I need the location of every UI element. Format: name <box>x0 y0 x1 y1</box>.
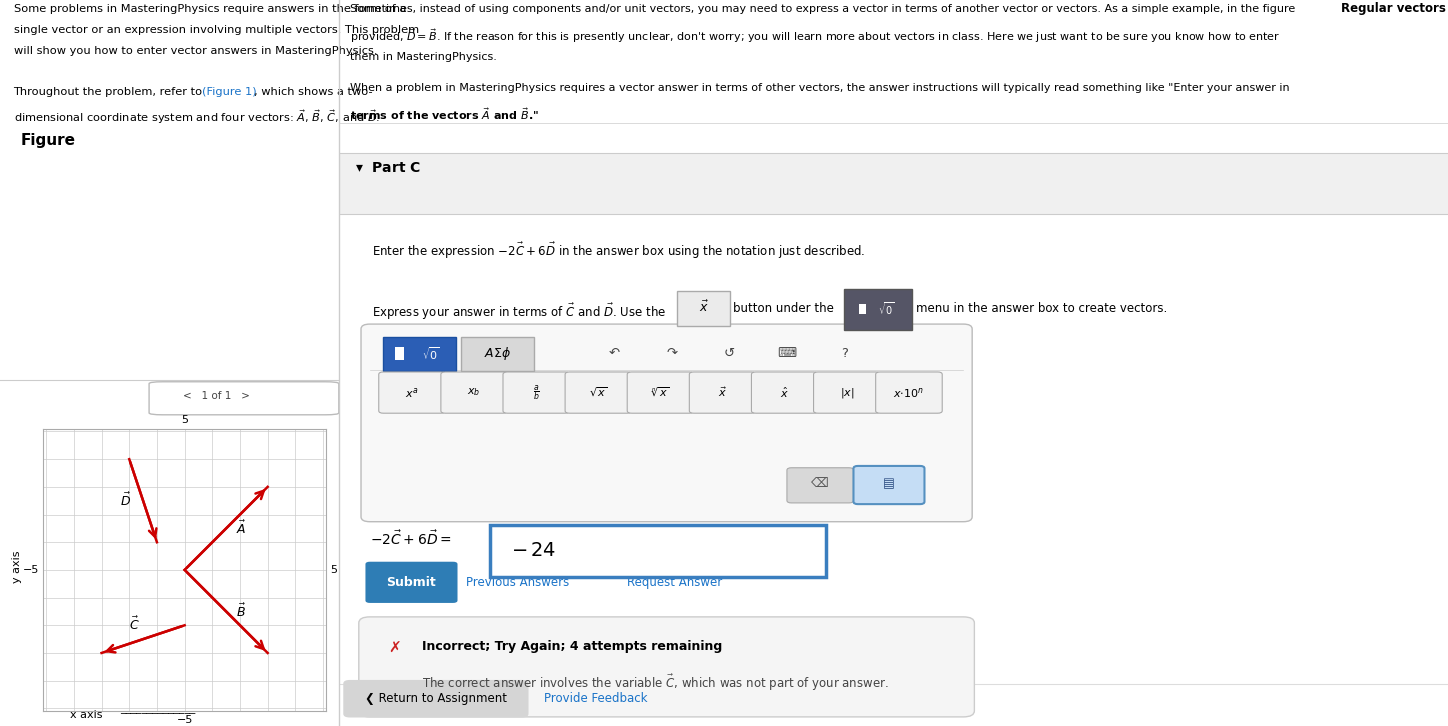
Text: $\vec{x}$: $\vec{x}$ <box>718 386 727 399</box>
Text: dimensional coordinate system and four vectors: $\vec{A}$, $\vec{B}$, $\vec{C}$,: dimensional coordinate system and four v… <box>13 108 379 126</box>
FancyBboxPatch shape <box>853 466 924 504</box>
FancyBboxPatch shape <box>343 680 529 717</box>
FancyBboxPatch shape <box>844 289 912 330</box>
Text: ⌨: ⌨ <box>778 347 796 359</box>
Text: ↶: ↶ <box>608 347 620 359</box>
Text: ?: ? <box>841 347 849 359</box>
Text: Some problems in MasteringPhysics require answers in the form of a: Some problems in MasteringPhysics requir… <box>13 4 405 14</box>
Text: $|x|$: $|x|$ <box>840 386 854 399</box>
FancyBboxPatch shape <box>361 324 972 522</box>
FancyBboxPatch shape <box>627 372 694 413</box>
Text: $-2\vec{C} + 6\vec{D} =$: $-2\vec{C} + 6\vec{D} =$ <box>369 529 452 547</box>
Text: When a problem in MasteringPhysics requires a vector answer in terms of other ve: When a problem in MasteringPhysics requi… <box>350 83 1290 93</box>
Text: $A\Sigma\phi$: $A\Sigma\phi$ <box>484 345 511 362</box>
FancyBboxPatch shape <box>460 337 534 371</box>
Text: Enter the expression $-2\vec{C} + 6\vec{D}$ in the answer box using the notation: Enter the expression $-2\vec{C} + 6\vec{… <box>372 241 866 261</box>
Text: $\sqrt{0}$: $\sqrt{0}$ <box>879 301 895 317</box>
FancyBboxPatch shape <box>565 372 631 413</box>
Text: ⌫: ⌫ <box>811 477 830 490</box>
FancyBboxPatch shape <box>678 290 730 326</box>
Text: , which shows a two-: , which shows a two- <box>255 87 372 97</box>
Text: $-\, 24$: $-\, 24$ <box>511 541 556 560</box>
Text: $\sqrt{0}$: $\sqrt{0}$ <box>421 345 440 362</box>
Text: 1: 1 <box>860 304 864 314</box>
FancyBboxPatch shape <box>502 372 569 413</box>
Text: 5: 5 <box>181 415 188 425</box>
Text: $\vec{D}$: $\vec{D}$ <box>120 492 130 510</box>
Text: ❮ Return to Assignment: ❮ Return to Assignment <box>365 692 507 705</box>
Text: Previous Answers: Previous Answers <box>466 576 569 589</box>
Text: ↷: ↷ <box>666 347 678 359</box>
Text: Express your answer in terms of $\vec{C}$ and $\vec{D}$. Use the: Express your answer in terms of $\vec{C}… <box>372 302 666 322</box>
Text: menu in the answer box to create vectors.: menu in the answer box to create vectors… <box>915 302 1167 314</box>
Text: $x_b$: $x_b$ <box>468 387 481 399</box>
Text: Request Answer: Request Answer <box>627 576 723 589</box>
FancyBboxPatch shape <box>689 372 756 413</box>
Text: $\hat{x}$: $\hat{x}$ <box>780 386 789 400</box>
FancyBboxPatch shape <box>149 382 339 415</box>
Text: The correct answer involves the variable $\vec{C}$, which was not part of your a: The correct answer involves the variable… <box>421 673 889 693</box>
FancyBboxPatch shape <box>752 372 818 413</box>
Text: −5: −5 <box>177 715 193 725</box>
Text: Incorrect; Try Again; 4 attempts remaining: Incorrect; Try Again; 4 attempts remaini… <box>421 640 723 653</box>
FancyBboxPatch shape <box>814 372 880 413</box>
Text: ✗: ✗ <box>388 641 401 656</box>
Text: Figure: Figure <box>20 133 75 147</box>
Text: will show you how to enter vector answers in MasteringPhysics.: will show you how to enter vector answer… <box>13 46 376 55</box>
FancyBboxPatch shape <box>384 337 456 371</box>
Text: $\vec{C}$: $\vec{C}$ <box>129 615 140 632</box>
Text: provided, $\vec{D} = \vec{B}$. If the reason for this is presently unclear, don': provided, $\vec{D} = \vec{B}$. If the re… <box>350 28 1280 45</box>
Text: (Figure 1): (Figure 1) <box>201 87 256 97</box>
Text: y axis: y axis <box>13 550 22 582</box>
Text: ▤: ▤ <box>883 477 895 490</box>
Text: Throughout the problem, refer to: Throughout the problem, refer to <box>13 87 206 97</box>
FancyBboxPatch shape <box>339 153 1448 213</box>
Text: Provide Feedback: Provide Feedback <box>544 692 647 705</box>
Text: ↺: ↺ <box>724 347 734 359</box>
Text: Submit: Submit <box>387 576 436 589</box>
FancyBboxPatch shape <box>365 562 458 603</box>
Text: 5: 5 <box>330 565 337 575</box>
Text: $x{\cdot}10^n$: $x{\cdot}10^n$ <box>893 386 924 399</box>
FancyBboxPatch shape <box>440 372 507 413</box>
Text: Regular vectors: Regular vectors <box>1341 2 1445 15</box>
Text: ──────────────: ────────────── <box>120 710 195 719</box>
Text: single vector or an expression involving multiple vectors. This problem: single vector or an expression involving… <box>13 25 418 35</box>
Text: Sometimes, instead of using components and/or unit vectors, you may need to expr: Sometimes, instead of using components a… <box>350 4 1295 14</box>
Text: them in MasteringPhysics.: them in MasteringPhysics. <box>350 52 497 62</box>
FancyBboxPatch shape <box>786 468 853 503</box>
FancyBboxPatch shape <box>359 617 975 717</box>
Text: $\blacktriangledown$  Part C: $\blacktriangledown$ Part C <box>355 161 421 175</box>
Text: x axis: x axis <box>70 710 106 720</box>
Text: $\vec{B}$: $\vec{B}$ <box>236 603 246 620</box>
Text: $\vec{x}$: $\vec{x}$ <box>699 300 708 315</box>
Text: $x^a$: $x^a$ <box>405 386 418 399</box>
Text: $\sqrt[n]{x}$: $\sqrt[n]{x}$ <box>652 386 669 399</box>
Text: button under the: button under the <box>733 302 834 314</box>
FancyBboxPatch shape <box>379 372 446 413</box>
Text: $\vec{A}$: $\vec{A}$ <box>236 520 246 537</box>
Text: $\frac{a}{b}$: $\frac{a}{b}$ <box>533 383 540 402</box>
Text: −5: −5 <box>23 565 39 575</box>
FancyBboxPatch shape <box>876 372 943 413</box>
Text: $\sqrt{x}$: $\sqrt{x}$ <box>589 386 608 399</box>
FancyBboxPatch shape <box>489 525 825 577</box>
Text: terms of the vectors $\vec{A}$ and $\vec{B}$.": terms of the vectors $\vec{A}$ and $\vec… <box>350 107 539 123</box>
Text: <   1 of 1   >: < 1 of 1 > <box>182 391 251 401</box>
Text: 1: 1 <box>397 348 403 358</box>
